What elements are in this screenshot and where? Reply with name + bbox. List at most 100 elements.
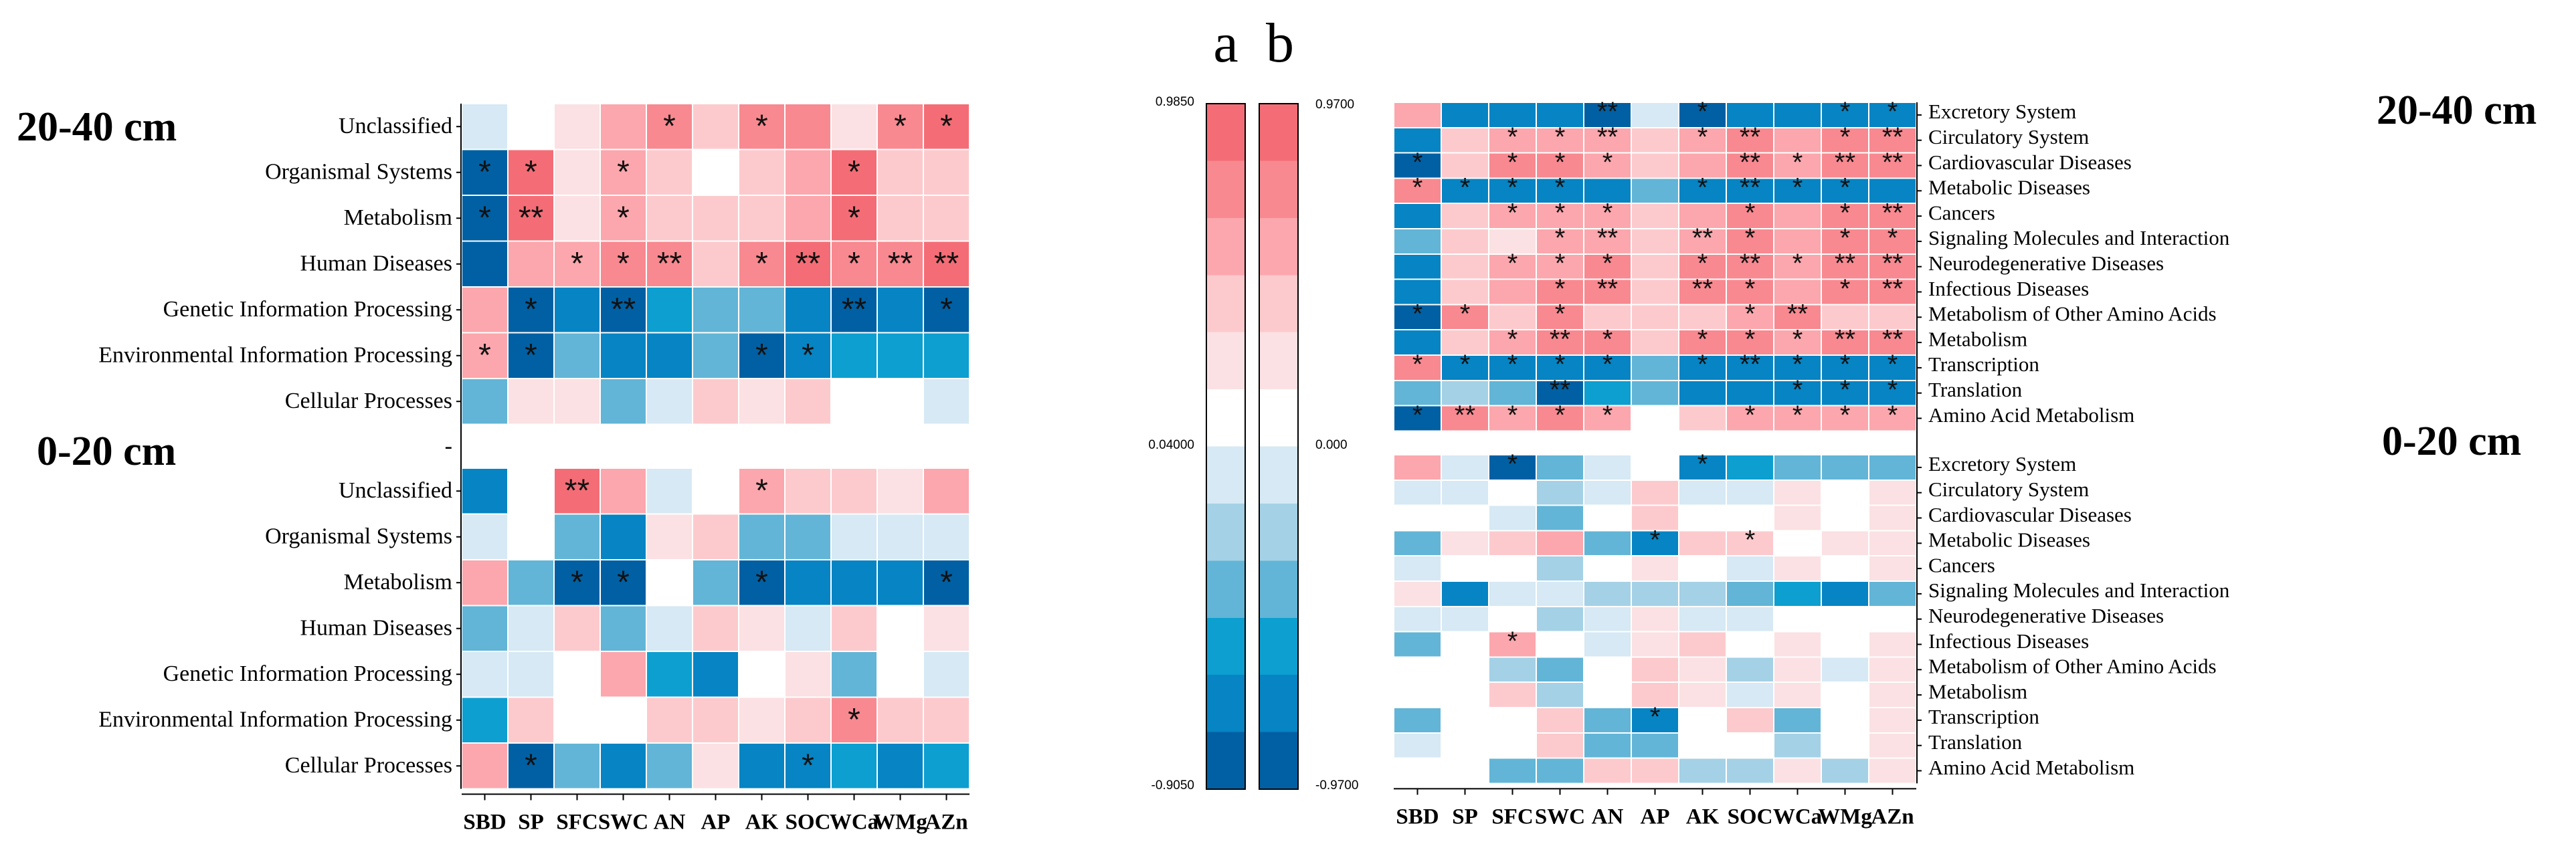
significance-star: * — [1792, 375, 1803, 405]
heatmap-cell — [1488, 203, 1537, 230]
heatmap-cell — [1488, 152, 1537, 179]
x-tick-label: SFC — [556, 811, 597, 835]
heatmap-cell — [923, 651, 970, 698]
significance-star: * — [1792, 350, 1803, 379]
heatmap-cell — [1868, 681, 1917, 709]
heatmap-cell — [1441, 329, 1489, 356]
heatmap-cell — [1678, 656, 1727, 683]
heatmap-cell — [507, 103, 555, 150]
row-label: Human Diseases — [300, 251, 452, 276]
heatmap-cell — [830, 605, 878, 652]
colorbar-a-mid-label: 0.04000 — [1148, 438, 1194, 452]
heatmap-cell — [1868, 580, 1917, 607]
significance-star: * — [1745, 401, 1756, 430]
heatmap-cell — [1631, 631, 1679, 658]
heatmap-cell — [1726, 631, 1774, 658]
heatmap-cell — [461, 513, 509, 560]
heatmap-cell — [1631, 504, 1679, 532]
heatmap-cell — [1393, 304, 1442, 331]
heatmap-cell — [646, 513, 693, 560]
significance-star: ** — [657, 246, 682, 282]
row-label: Transcription — [1928, 705, 2039, 728]
significance-star: ** — [1455, 401, 1475, 430]
colorbar-step — [1206, 275, 1245, 333]
significance-star: * — [1507, 173, 1518, 203]
significance-star: * — [1792, 324, 1803, 354]
heatmap-cell — [1393, 757, 1442, 784]
colorbar-step — [1206, 161, 1245, 219]
colorbar-step — [1259, 732, 1298, 790]
panel-a-depth-bottom: 0-20 cm — [37, 429, 176, 474]
heatmap-cell — [1868, 707, 1917, 734]
row-label: Transcription — [1928, 352, 2039, 376]
heatmap-cell — [1821, 681, 1869, 709]
heatmap-cell — [553, 742, 601, 790]
colorbar-step — [1259, 560, 1298, 619]
heatmap-cell — [784, 103, 832, 150]
heatmap-cell — [1536, 177, 1584, 205]
significance-star: * — [525, 748, 537, 783]
heatmap-cell — [1441, 631, 1489, 658]
heatmap-cell — [830, 195, 878, 242]
heatmap-cell — [507, 378, 555, 425]
heatmap-cell — [1441, 681, 1489, 709]
significance-star: * — [617, 246, 630, 282]
heatmap-cell — [1488, 681, 1537, 709]
heatmap-cell — [553, 103, 601, 150]
heatmap-cell — [1631, 102, 1679, 128]
heatmap-cell — [784, 651, 832, 698]
heatmap-cell — [1583, 329, 1632, 356]
heatmap-cell — [1868, 631, 1917, 658]
heatmap-cell — [877, 286, 924, 334]
heatmap-cell — [784, 378, 832, 425]
heatmap-cell — [553, 332, 601, 379]
heatmap-cell — [1393, 479, 1442, 506]
heatmap-cell — [553, 195, 601, 242]
heatmap-cell — [1488, 379, 1537, 407]
significance-star: ** — [1740, 148, 1760, 177]
heatmap-cell — [1631, 177, 1679, 205]
heatmap-cell — [1536, 707, 1584, 734]
heatmap-cell — [1536, 732, 1584, 759]
heatmap-cell — [1488, 405, 1537, 432]
significance-star: * — [1555, 148, 1566, 177]
heatmap-cell — [553, 378, 601, 425]
heatmap-cell — [1773, 203, 1822, 230]
heatmap-cell — [738, 332, 786, 379]
colorbar-step — [1259, 104, 1298, 161]
heatmap-cell — [1631, 405, 1679, 432]
heatmap-cell — [1868, 656, 1917, 683]
heatmap-cell — [1536, 126, 1584, 154]
significance-star: ** — [1597, 97, 1618, 126]
colorbar-b-max-label: 0.9700 — [1315, 98, 1354, 112]
heatmap-cell — [600, 286, 647, 334]
heatmap-cell — [600, 195, 647, 242]
significance-star: * — [525, 154, 537, 190]
heatmap-cell — [600, 240, 647, 288]
heatmap-cell — [1583, 707, 1632, 734]
heatmap-cell — [461, 103, 509, 150]
heatmap-cell — [1393, 253, 1442, 280]
heatmap-cell — [692, 651, 739, 698]
x-tick-label: SP — [1452, 805, 1478, 829]
heatmap-cell — [1488, 126, 1537, 154]
heatmap-cell — [1488, 555, 1537, 583]
heatmap-cell — [1488, 530, 1537, 557]
heatmap-cell — [1631, 329, 1679, 356]
heatmap-cell — [1393, 102, 1442, 128]
heatmap-cell — [1868, 757, 1917, 784]
heatmap-cell — [1678, 379, 1727, 407]
heatmap-cell — [1821, 479, 1869, 506]
panel-b-letter: b — [1266, 12, 1294, 74]
heatmap-cell — [1773, 504, 1822, 532]
colorbar-b-mid-label: 0.000 — [1315, 438, 1348, 452]
heatmap-cell — [923, 240, 970, 288]
heatmap-cell — [830, 378, 878, 425]
heatmap-cell — [923, 195, 970, 242]
heatmap-cell — [507, 332, 555, 379]
heatmap-cell — [830, 103, 878, 150]
heatmap-cell — [877, 651, 924, 698]
heatmap-cell — [646, 467, 693, 515]
heatmap-cell — [784, 467, 832, 515]
colorbar-step — [1206, 389, 1245, 447]
